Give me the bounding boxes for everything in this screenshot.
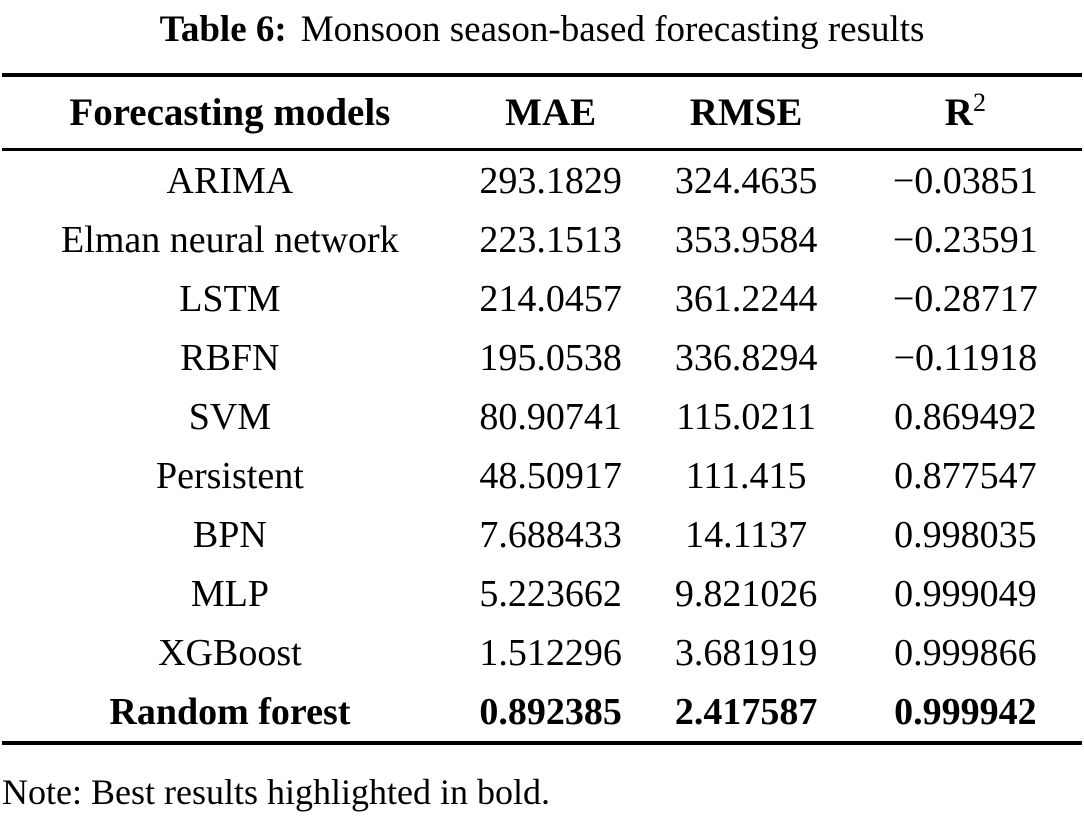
rmse-cell: 9.821026 (674, 572, 818, 615)
model-cell: SVM (188, 395, 272, 438)
column-header-rmse: RMSE (643, 75, 849, 151)
table-row: Random forest 0.892385 2.417587 0.999942 (2, 682, 1082, 743)
model-cell: Elman neural network (61, 218, 399, 261)
mae-cell: 1.512296 (479, 631, 622, 674)
rmse-cell: 14.1137 (685, 513, 808, 556)
mae-cell: 7.688433 (479, 513, 622, 556)
r2-cell: 0.877547 (894, 454, 1037, 497)
table-caption-label: Table 6: (159, 9, 287, 50)
r2-cell: 0.999942 (894, 690, 1037, 733)
table-header-row: Forecasting models MAE RMSE R2 (2, 75, 1082, 151)
r2-cell: 0.998035 (894, 513, 1037, 556)
r2-cell: −0.03851 (892, 159, 1038, 202)
rmse-cell: 324.4635 (674, 159, 818, 202)
r2-cell: 0.999049 (894, 572, 1037, 615)
model-cell: RBFN (180, 336, 280, 379)
table-row: ARIMA 293.1829 324.4635 −0.03851 (2, 150, 1082, 211)
model-cell: BPN (192, 513, 267, 556)
r2-cell: −0.11918 (893, 336, 1038, 379)
mae-cell: 5.223662 (479, 572, 622, 615)
r2-cell: 0.869492 (894, 395, 1037, 438)
r2-cell: 0.999866 (894, 631, 1037, 674)
r2-base: R (944, 91, 973, 134)
mae-cell: 0.892385 (479, 690, 622, 733)
column-header-models: Forecasting models (2, 75, 458, 151)
rmse-cell: 111.415 (685, 454, 807, 497)
r2-cell: −0.28717 (892, 277, 1038, 320)
model-cell: MLP (190, 572, 269, 615)
table-row: LSTM 214.0457 361.2244 −0.28717 (2, 269, 1082, 328)
table-row: Persistent 48.50917 111.415 0.877547 (2, 446, 1082, 505)
rmse-cell: 353.9584 (674, 218, 818, 261)
r2-cell: −0.23591 (892, 218, 1038, 261)
table-row: MLP 5.223662 9.821026 0.999049 (2, 564, 1082, 623)
model-cell: LSTM (179, 277, 281, 320)
model-cell: ARIMA (166, 159, 294, 202)
rmse-cell: 2.417587 (674, 690, 818, 733)
results-table: Forecasting models MAE RMSE R2 ARIMA 293… (2, 73, 1082, 745)
column-header-mae: MAE (457, 75, 644, 151)
table-caption: Table 6: Monsoon season-based forecasting… (0, 0, 1084, 53)
rmse-cell: 336.8294 (674, 336, 818, 379)
table-row: XGBoost 1.512296 3.681919 0.999866 (2, 623, 1082, 682)
table-row: RBFN 195.0538 336.8294 −0.11918 (2, 328, 1082, 387)
table-caption-text: Monsoon season-based forecasting results (300, 9, 925, 50)
table-row: SVM 80.90741 115.0211 0.869492 (2, 387, 1082, 446)
rmse-cell: 3.681919 (674, 631, 818, 674)
model-cell: XGBoost (158, 631, 302, 674)
table-row: BPN 7.688433 14.1137 0.998035 (2, 505, 1082, 564)
rmse-cell: 115.0211 (676, 395, 816, 438)
column-header-r2: R2 (848, 75, 1082, 151)
mae-cell: 293.1829 (479, 159, 622, 202)
mae-cell: 80.90741 (479, 395, 622, 438)
model-cell: Persistent (155, 454, 304, 497)
table-note: Note: Best results highlighted in bold. (2, 772, 550, 812)
mae-cell: 223.1513 (479, 218, 622, 261)
table-body: ARIMA 293.1829 324.4635 −0.03851 Elman n… (2, 150, 1082, 744)
mae-cell: 48.50917 (479, 454, 622, 497)
mae-cell: 195.0538 (479, 336, 622, 379)
table-row: Elman neural network 223.1513 353.9584 −… (2, 210, 1082, 269)
rmse-cell: 361.2244 (674, 277, 818, 320)
r2-superscript: 2 (972, 88, 986, 117)
mae-cell: 214.0457 (479, 277, 622, 320)
model-cell: Random forest (109, 690, 351, 733)
